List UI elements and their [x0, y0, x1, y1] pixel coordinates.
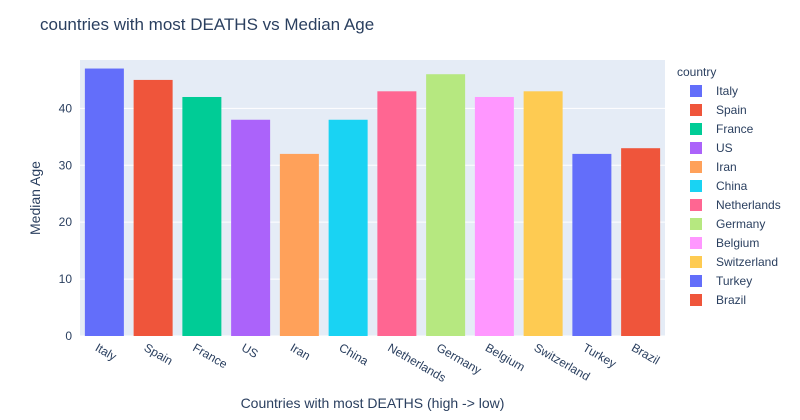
- legend-item[interactable]: Spain: [690, 103, 747, 117]
- x-tick-label: Brazil: [629, 340, 662, 367]
- y-axis-title: Median Age: [27, 161, 43, 235]
- legend-item[interactable]: Germany: [690, 217, 765, 231]
- legend-label: China: [716, 179, 748, 193]
- bar-turkey: [572, 153, 612, 336]
- legend-label: Brazil: [716, 293, 746, 307]
- y-tick-label: 40: [59, 101, 73, 115]
- bar-iran: [279, 153, 319, 336]
- legend-item[interactable]: Switzerland: [690, 255, 778, 269]
- x-tick-label: France: [190, 340, 230, 371]
- legend-label: Turkey: [716, 274, 752, 288]
- legend-label: Germany: [716, 217, 765, 231]
- legend-item[interactable]: China: [690, 179, 748, 193]
- bars: [84, 68, 661, 337]
- x-tick-label: Turkey: [580, 340, 618, 370]
- legend-item[interactable]: Turkey: [690, 274, 752, 288]
- bar-china: [328, 119, 368, 336]
- legend-swatch: [690, 161, 702, 173]
- legend-label: Spain: [716, 103, 747, 117]
- bar-switzerland: [523, 91, 563, 336]
- legend-swatch: [690, 237, 702, 249]
- y-tick-label: 10: [59, 272, 73, 286]
- legend-item[interactable]: France: [690, 122, 754, 136]
- legend-label: Belgium: [716, 236, 759, 250]
- y-tick-label: 30: [59, 158, 73, 172]
- x-axis-title: Countries with most DEATHS (high -> low): [241, 395, 505, 411]
- x-tick-label: China: [337, 340, 371, 368]
- legend: country Italy Spain France US Iran China Nethe…: [677, 65, 781, 307]
- gridlines: [80, 107, 665, 337]
- bar-brazil: [621, 148, 661, 336]
- x-tick-label: Iran: [288, 340, 313, 362]
- legend-label: Netherlands: [716, 198, 781, 212]
- legend-swatch: [690, 123, 702, 135]
- x-axis-ticks: Italy Spain France US Iran China NetherlandsGe…: [93, 340, 662, 384]
- y-tick-label: 0: [65, 329, 72, 343]
- legend-title: country: [677, 65, 716, 79]
- legend-item[interactable]: Italy: [690, 84, 738, 98]
- legend-item[interactable]: Iran: [690, 160, 737, 174]
- bar-france: [182, 96, 222, 337]
- bar-spain: [133, 79, 173, 336]
- legend-label: France: [716, 122, 754, 136]
- legend-label: US: [716, 141, 733, 155]
- legend-swatch: [690, 275, 702, 287]
- x-tick-label: Italy: [93, 340, 119, 363]
- legend-item[interactable]: Netherlands: [690, 198, 781, 212]
- y-axis-ticks: 0 10 20 30 40: [59, 101, 73, 343]
- legend-swatch: [690, 199, 702, 211]
- chart-title: countries with most DEATHS vs Median Age: [40, 15, 374, 34]
- bar-italy: [84, 68, 124, 337]
- legend-swatch: [690, 142, 702, 154]
- legend-swatch: [690, 218, 702, 230]
- legend-item[interactable]: Brazil: [690, 293, 746, 307]
- legend-swatch: [690, 294, 702, 306]
- y-tick-label: 20: [59, 215, 73, 229]
- legend-swatch: [690, 180, 702, 192]
- x-tick-label: US: [239, 340, 260, 360]
- bar-germany: [426, 74, 466, 336]
- plot-area: [80, 60, 665, 336]
- legend-label: Switzerland: [716, 255, 778, 269]
- bar-us: [231, 119, 271, 336]
- legend-swatch: [690, 85, 702, 97]
- x-tick-label: Belgium: [483, 340, 528, 374]
- legend-item[interactable]: US: [690, 141, 733, 155]
- legend-label: Italy: [716, 84, 738, 98]
- x-tick-label: Spain: [142, 340, 176, 367]
- legend-swatch: [690, 256, 702, 268]
- bar-belgium: [474, 96, 514, 337]
- bar-netherlands: [377, 91, 417, 336]
- legend-label: Iran: [716, 160, 737, 174]
- legend-item[interactable]: Belgium: [690, 236, 759, 250]
- legend-swatch: [690, 104, 702, 116]
